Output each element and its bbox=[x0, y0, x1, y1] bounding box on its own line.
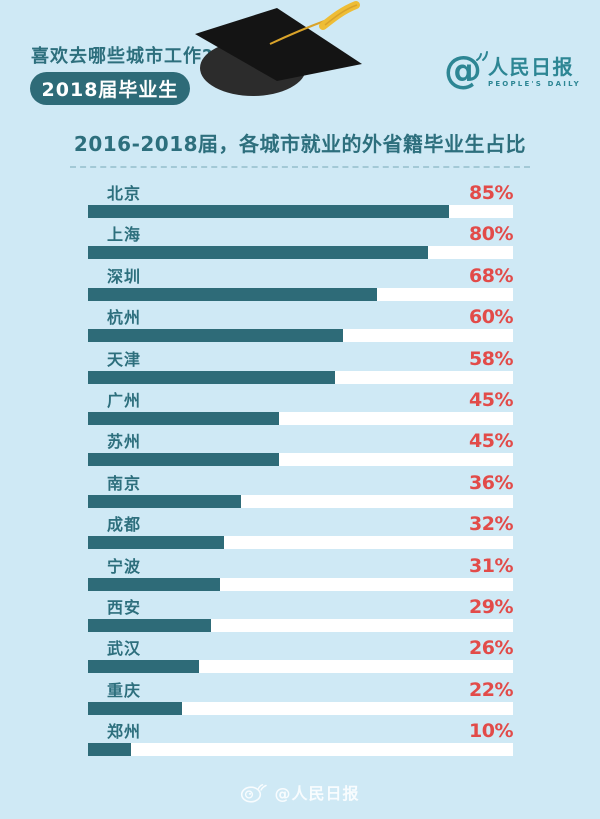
bar-track bbox=[88, 701, 513, 715]
chart-row: 重庆 22% bbox=[88, 678, 513, 715]
bar-track bbox=[88, 660, 513, 674]
value-label: 31% bbox=[469, 554, 513, 577]
city-label: 重庆 bbox=[107, 680, 142, 700]
sound-waves-icon bbox=[476, 51, 488, 61]
weibo-icon bbox=[241, 784, 268, 803]
city-label: 成都 bbox=[107, 515, 142, 535]
dashed-divider bbox=[70, 166, 530, 168]
bar-fill bbox=[88, 660, 199, 674]
city-label: 北京 bbox=[107, 184, 142, 203]
bar-track bbox=[88, 411, 513, 425]
chart-row: 杭州 60% bbox=[88, 306, 513, 343]
city-label: 苏州 bbox=[107, 432, 142, 452]
chart-row: 武汉 26% bbox=[88, 637, 513, 674]
value-label: 85% bbox=[469, 182, 513, 204]
value-label: 68% bbox=[469, 264, 513, 287]
city-label: 宁波 bbox=[107, 556, 142, 576]
city-label: 西安 bbox=[107, 597, 142, 617]
chart-row: 南京 36% bbox=[88, 471, 513, 508]
value-label: 36% bbox=[469, 471, 513, 494]
bar-track bbox=[88, 577, 513, 591]
bar-track bbox=[88, 494, 513, 508]
value-label: 45% bbox=[469, 388, 513, 411]
chart-row: 苏州 45% bbox=[88, 430, 513, 467]
chart-title: 2016-2018届，各城市就业的外省籍毕业生占比 bbox=[73, 132, 527, 156]
bar-fill bbox=[88, 618, 212, 632]
city-label: 天津 bbox=[107, 349, 142, 369]
header-question: 喜欢去哪些城市工作? bbox=[31, 46, 214, 67]
bar-fill bbox=[88, 411, 280, 425]
chart-row: 宁波 31% bbox=[88, 554, 513, 591]
city-label: 深圳 bbox=[107, 266, 142, 286]
value-label: 29% bbox=[469, 595, 513, 618]
value-label: 22% bbox=[469, 678, 513, 701]
value-label: 45% bbox=[469, 430, 513, 453]
bar-fill bbox=[88, 370, 335, 384]
bar-fill bbox=[88, 701, 182, 715]
chart-row: 西安 29% bbox=[88, 595, 513, 632]
city-label: 郑州 bbox=[107, 722, 142, 742]
bar-fill bbox=[88, 577, 220, 591]
city-label: 杭州 bbox=[107, 308, 142, 328]
graduates-badge-label: 2018届毕业生 bbox=[41, 79, 179, 101]
value-label: 60% bbox=[469, 306, 513, 329]
bar-fill bbox=[88, 205, 450, 218]
chart-row: 郑州 10% bbox=[88, 720, 513, 757]
watermark-text: @人民日报 bbox=[274, 784, 360, 803]
bar-fill bbox=[88, 453, 280, 467]
at-icon: @ bbox=[444, 50, 488, 96]
chart-row: 成都 32% bbox=[88, 513, 513, 550]
bar-track bbox=[88, 743, 513, 757]
bar-track bbox=[88, 536, 513, 550]
value-label: 26% bbox=[469, 637, 513, 660]
graduation-cap-icon bbox=[175, 0, 375, 110]
chart-row: 天津 58% bbox=[88, 347, 513, 384]
graduates-badge: 2018届毕业生 bbox=[30, 72, 190, 105]
bar-fill bbox=[88, 246, 428, 260]
city-label: 上海 bbox=[107, 225, 142, 245]
bar-track bbox=[88, 287, 513, 301]
chart-row: 北京 85% bbox=[88, 182, 513, 218]
city-label: 武汉 bbox=[107, 639, 142, 659]
bar-track bbox=[88, 370, 513, 384]
city-label: 广州 bbox=[107, 390, 142, 410]
chart-row: 深圳 68% bbox=[88, 264, 513, 301]
bar-track bbox=[88, 246, 513, 260]
bar-fill bbox=[88, 329, 343, 343]
bar-track bbox=[88, 453, 513, 467]
logo-name: 人民日报 bbox=[488, 55, 574, 79]
value-label: 80% bbox=[469, 223, 513, 246]
watermark: @人民日报 bbox=[0, 780, 600, 804]
logo-subtitle: PEOPLE'S DAILY bbox=[488, 80, 581, 88]
bar-track bbox=[88, 618, 513, 632]
value-label: 10% bbox=[469, 720, 513, 743]
bar-fill bbox=[88, 494, 241, 508]
chart-row: 上海 80% bbox=[88, 223, 513, 260]
bar-fill bbox=[88, 287, 377, 301]
peoples-daily-logo: @ 人民日报 PEOPLE'S DAILY bbox=[444, 50, 581, 96]
chart-rows: 北京 85% 上海 80% 深圳 68% 杭州 60% bbox=[88, 182, 513, 764]
bar-fill bbox=[88, 536, 224, 550]
bar-track bbox=[88, 329, 513, 343]
chart-row: 广州 45% bbox=[88, 388, 513, 425]
city-label: 南京 bbox=[107, 473, 142, 493]
bar-track bbox=[88, 205, 513, 218]
bar-fill bbox=[88, 743, 131, 757]
value-label: 32% bbox=[469, 513, 513, 536]
value-label: 58% bbox=[469, 347, 513, 370]
